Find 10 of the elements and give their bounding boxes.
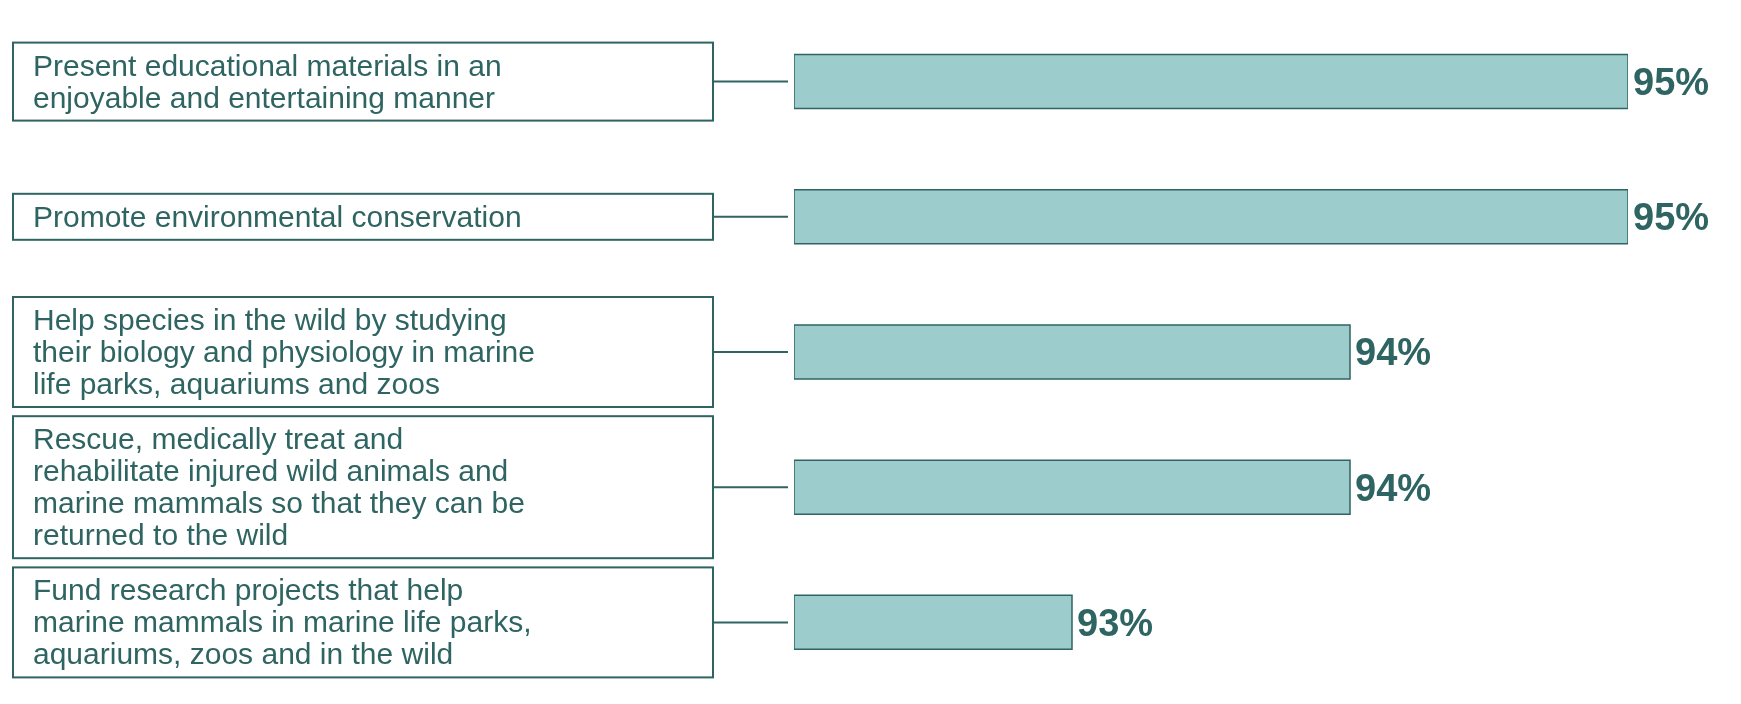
data-label: 94% <box>1355 331 1432 374</box>
y-tick-label: Promote environmental conservation <box>33 199 522 233</box>
data-label: 95% <box>1633 61 1710 104</box>
y-tick-label: Help species in the wild by studying their biology and physiology in marine life parks, aquariums and zoos <box>33 303 535 400</box>
y-tick-label: Fund research projects that help marine mammals in marine life parks, aquariums, zoos and in the wild <box>33 573 532 671</box>
y-tick-label: Present educational materials in an enjoyable and entertaining manner <box>33 48 502 114</box>
y-tick-label: Rescue, medically treat and rehabilitate injured wild animals and marine mammals so that they can be returned to the wild <box>33 422 525 552</box>
data-label: 93% <box>1077 601 1154 644</box>
data-label: 95% <box>1633 196 1710 239</box>
data-label: 94% <box>1355 466 1432 509</box>
